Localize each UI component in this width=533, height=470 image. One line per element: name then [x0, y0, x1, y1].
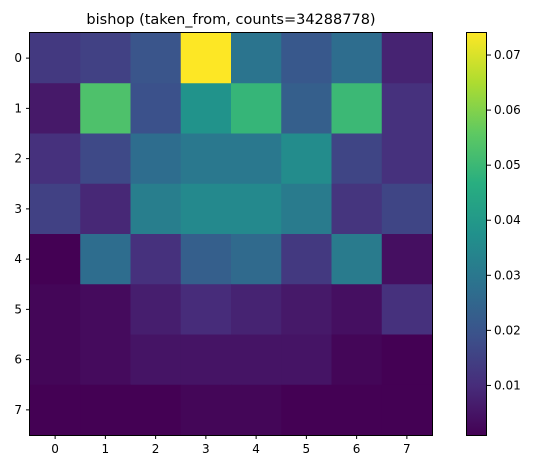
- heatmap-cell-r3-c5: [281, 183, 333, 235]
- heatmap-cell-r6-c7: [381, 334, 433, 386]
- heatmap-cell-r0-c5: [281, 33, 333, 84]
- y-tick-label: 0: [14, 51, 22, 65]
- heatmap-cell-r0-c6: [331, 33, 383, 84]
- x-tick-label: 5: [303, 442, 311, 456]
- heatmap-cell-r5-c2: [130, 284, 182, 336]
- heatmap-cell-r4-c6: [331, 234, 383, 285]
- heatmap-cell-r1-c4: [231, 83, 282, 135]
- heatmap-cell-r4-c5: [281, 234, 333, 285]
- heatmap-cell-r2-c4: [231, 133, 282, 185]
- heatmap-cell-r1-c2: [130, 83, 182, 135]
- heatmap-cell-r4-c4: [231, 234, 282, 285]
- heatmap-cell-r4-c3: [180, 234, 232, 285]
- heatmap-cell-r2-c6: [331, 133, 383, 185]
- heatmap-cell-r2-c2: [130, 133, 182, 185]
- heatmap-cell-r2-c7: [381, 133, 433, 185]
- heatmap-cell-r7-c2: [130, 384, 182, 436]
- heatmap-cell-r7-c7: [381, 384, 433, 436]
- x-tick-label: 2: [152, 442, 160, 456]
- y-tick-label: 3: [14, 202, 22, 216]
- colorbar-tick-label: 0.04: [494, 213, 521, 227]
- heatmap-cell-r2-c5: [281, 133, 333, 185]
- heatmap-cell-r7-c6: [331, 384, 383, 436]
- heatmap-cell-r2-c0: [30, 133, 81, 185]
- heatmap-cell-r0-c4: [231, 33, 282, 84]
- chart-title: bishop (taken_from, counts=34288778): [86, 12, 375, 28]
- heatmap-cell-r1-c1: [80, 83, 132, 135]
- colorbar-tick-label: 0.01: [494, 378, 521, 392]
- heatmap-cell-r5-c0: [30, 284, 81, 336]
- heatmap-cell-r0-c2: [130, 33, 182, 84]
- heatmap-cell-r7-c4: [231, 384, 282, 436]
- x-tick-label: 0: [51, 442, 59, 456]
- y-tick-label: 1: [14, 101, 22, 115]
- y-tick-label: 5: [14, 302, 22, 316]
- heatmap-cell-r3-c4: [231, 183, 282, 235]
- y-tick-label: 2: [14, 152, 22, 166]
- heatmap-cell-r6-c6: [331, 334, 383, 386]
- plot-frame: [29, 32, 433, 436]
- heatmap-cells: [30, 33, 433, 436]
- y-tick-label: 7: [14, 403, 22, 417]
- heatmap-cell-r5-c4: [231, 284, 282, 336]
- heatmap-cell-r2-c3: [180, 133, 232, 185]
- heatmap-cell-r5-c6: [331, 284, 383, 336]
- heatmap-cell-r6-c2: [130, 334, 182, 386]
- heatmap-cell-r5-c7: [381, 284, 433, 336]
- heatmap-cell-r3-c1: [80, 183, 132, 235]
- heatmap-cell-r5-c1: [80, 284, 132, 336]
- heatmap-cell-r0-c3: [180, 33, 232, 84]
- heatmap-cell-r5-c3: [180, 284, 232, 336]
- heatmap-cell-r1-c5: [281, 83, 333, 135]
- heatmap-cell-r4-c0: [30, 234, 81, 285]
- colorbar-tick-label: 0.06: [494, 103, 521, 117]
- colorbar-tick-label: 0.02: [494, 323, 521, 337]
- colorbar: [466, 32, 487, 436]
- x-tick-label: 4: [252, 442, 260, 456]
- x-tick-label: 6: [353, 442, 361, 456]
- colorbar-axis: 0.01 0.02 0.03 0.04 0.05 0.06 0.07: [487, 48, 521, 392]
- heatmap-cell-r2-c1: [80, 133, 132, 185]
- heatmap-cell-r4-c1: [80, 234, 132, 285]
- y-tick-label: 6: [14, 353, 22, 367]
- heatmap-cell-r6-c4: [231, 334, 282, 386]
- colorbar-tick-label: 0.07: [494, 48, 521, 62]
- x-axis: 0 1 2 3 4 5 6 7: [51, 435, 411, 456]
- heatmap-cell-r1-c3: [180, 83, 232, 135]
- heatmap-cell-r7-c0: [30, 384, 81, 436]
- heatmap-cell-r7-c3: [180, 384, 232, 436]
- x-tick-label: 3: [202, 442, 210, 456]
- heatmap-cell-r4-c7: [381, 234, 433, 285]
- heatmap-cell-r1-c6: [331, 83, 383, 135]
- heatmap-cell-r3-c7: [381, 183, 433, 235]
- heatmap-cell-r7-c1: [80, 384, 132, 436]
- heatmap-cell-r0-c1: [80, 33, 132, 84]
- heatmap-cell-r1-c7: [381, 83, 433, 135]
- heatmap-cell-r6-c1: [80, 334, 132, 386]
- heatmap-cell-r3-c3: [180, 183, 232, 235]
- heatmap-cell-r4-c2: [130, 234, 182, 285]
- heatmap-cell-r5-c5: [281, 284, 333, 336]
- heatmap-cell-r6-c5: [281, 334, 333, 386]
- y-tick-label: 4: [14, 252, 22, 266]
- colorbar-tick-label: 0.03: [494, 268, 521, 282]
- colorbar-tick-label: 0.05: [494, 158, 521, 172]
- heatmap-cell-r0-c0: [30, 33, 81, 84]
- x-tick-label: 7: [403, 442, 411, 456]
- heatmap-cell-r3-c0: [30, 183, 81, 235]
- heatmap-cell-r6-c3: [180, 334, 232, 386]
- heatmap-cell-r3-c2: [130, 183, 182, 235]
- x-tick-label: 1: [102, 442, 110, 456]
- heatmap-cell-r3-c6: [331, 183, 383, 235]
- heatmap-cell-r1-c0: [30, 83, 81, 135]
- heatmap-cell-r0-c7: [381, 33, 433, 84]
- y-axis: 0 1 2 3 4 5 6 7: [14, 51, 30, 417]
- heatmap-cell-r6-c0: [30, 334, 81, 386]
- heatmap-cell-r7-c5: [281, 384, 333, 436]
